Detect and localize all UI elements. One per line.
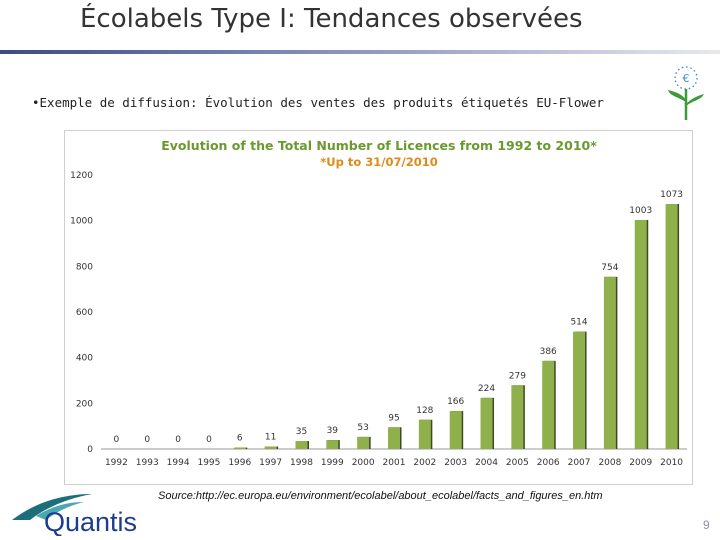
x-tick-label: 2002 <box>413 458 436 468</box>
data-label: 53 <box>357 423 368 433</box>
x-tick-label: 1993 <box>136 458 159 468</box>
data-label: 224 <box>478 384 495 394</box>
data-label: 279 <box>509 371 526 381</box>
data-label: 0 <box>175 435 181 445</box>
x-tick-label: 1998 <box>290 458 313 468</box>
bar <box>511 385 524 449</box>
bar <box>233 447 246 449</box>
data-label: 35 <box>296 427 307 437</box>
bar <box>665 203 678 449</box>
flower-euro-symbol: € <box>683 72 690 85</box>
bullet-text: •Exemple de diffusion: Évolution des ven… <box>32 95 604 110</box>
x-tick-label: 1995 <box>197 458 220 468</box>
bar <box>264 446 277 449</box>
data-label: 11 <box>265 432 276 442</box>
data-label: 754 <box>601 263 618 273</box>
x-tick-label: 1992 <box>105 458 128 468</box>
x-tick-label: 2009 <box>629 458 652 468</box>
y-tick-label: 0 <box>87 445 93 455</box>
data-label: 1073 <box>660 190 683 200</box>
eu-flower-logo-icon: € <box>668 66 704 120</box>
source-citation: Source:http://ec.europa.eu/environment/e… <box>158 490 603 502</box>
licences-bar-chart: Evolution of the Total Number of Licence… <box>70 138 687 468</box>
bar <box>480 397 493 449</box>
data-label: 386 <box>540 347 557 357</box>
data-label: 128 <box>416 406 433 416</box>
x-tick-label: 1994 <box>167 458 190 468</box>
bar <box>449 411 462 449</box>
bar <box>326 440 339 449</box>
x-tick-label: 2003 <box>444 458 467 468</box>
y-tick-label: 1200 <box>70 171 93 181</box>
page-number: 9 <box>703 518 710 532</box>
chart-title: Evolution of the Total Number of Licence… <box>161 138 597 153</box>
x-tick-label: 2006 <box>537 458 560 468</box>
y-tick-label: 1000 <box>70 217 93 227</box>
chart-frame: Evolution of the Total Number of Licence… <box>64 130 693 485</box>
bar <box>573 331 586 449</box>
data-label: 0 <box>206 435 212 445</box>
bar <box>634 219 647 449</box>
x-tick-label: 2004 <box>475 458 498 468</box>
x-tick-label: 2001 <box>383 458 406 468</box>
bar <box>388 427 400 449</box>
logo-text: Quantis <box>44 507 137 536</box>
y-tick-label: 600 <box>76 308 93 318</box>
x-tick-label: 2007 <box>568 458 591 468</box>
bar <box>542 360 555 449</box>
bar <box>295 441 308 449</box>
x-tick-label: 2008 <box>598 458 621 468</box>
y-tick-label: 200 <box>76 399 93 409</box>
y-tick-label: 400 <box>76 354 93 364</box>
logo-swoosh-icon <box>12 494 92 520</box>
x-tick-label: 2000 <box>352 458 375 468</box>
bar <box>418 419 431 449</box>
chart-subtitle: *Up to 31/07/2010 <box>320 155 437 169</box>
data-label: 6 <box>237 434 243 444</box>
slide-title: Écolabels Type I: Tendances observées <box>80 4 583 34</box>
data-label: 0 <box>144 435 150 445</box>
data-label: 95 <box>388 413 399 423</box>
y-tick-label: 800 <box>76 262 93 272</box>
x-tick-label: 1997 <box>259 458 282 468</box>
x-tick-label: 1996 <box>228 458 251 468</box>
data-label: 0 <box>114 435 120 445</box>
x-tick-label: 1999 <box>321 458 344 468</box>
data-label: 39 <box>327 426 339 436</box>
x-tick-label: 2005 <box>506 458 529 468</box>
x-tick-label: 2010 <box>660 458 683 468</box>
title-divider <box>0 50 720 54</box>
data-label: 166 <box>447 397 464 407</box>
data-label: 514 <box>570 318 587 328</box>
bar <box>357 436 370 449</box>
data-label: 1003 <box>629 206 652 216</box>
bar <box>603 276 616 449</box>
quantis-logo: Quantis <box>12 494 137 536</box>
